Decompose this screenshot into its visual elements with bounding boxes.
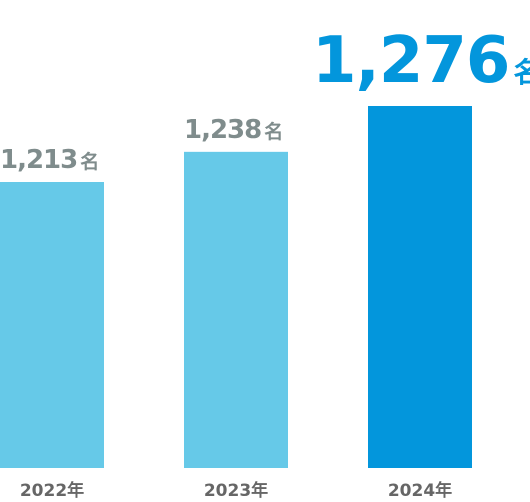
value-unit: 名 <box>513 56 530 89</box>
bar-2022 <box>0 182 104 468</box>
x-tick-label-2024: 2024年 <box>388 480 452 501</box>
value-number: 1,213 <box>0 145 77 175</box>
x-tick-labels-group: 2022年 2023年 2024年 <box>20 480 452 501</box>
bar-2024 <box>368 106 472 468</box>
x-tick-label-2023: 2023年 <box>204 480 268 501</box>
value-unit: 名 <box>80 150 99 173</box>
bar-2023 <box>184 151 288 469</box>
value-label-2024: 1,276 名 <box>312 24 530 98</box>
value-label-2023: 1,238 名 <box>184 115 283 145</box>
bars-group <box>0 106 472 469</box>
x-tick-label-2022: 2022年 <box>20 480 84 501</box>
value-label-2022: 1,213 名 <box>0 145 99 175</box>
value-unit: 名 <box>264 120 283 143</box>
value-labels-group: 1,213 名1,238 名1,276 名 <box>0 24 530 175</box>
value-number: 1,276 <box>312 24 509 98</box>
value-number: 1,238 <box>184 115 261 145</box>
